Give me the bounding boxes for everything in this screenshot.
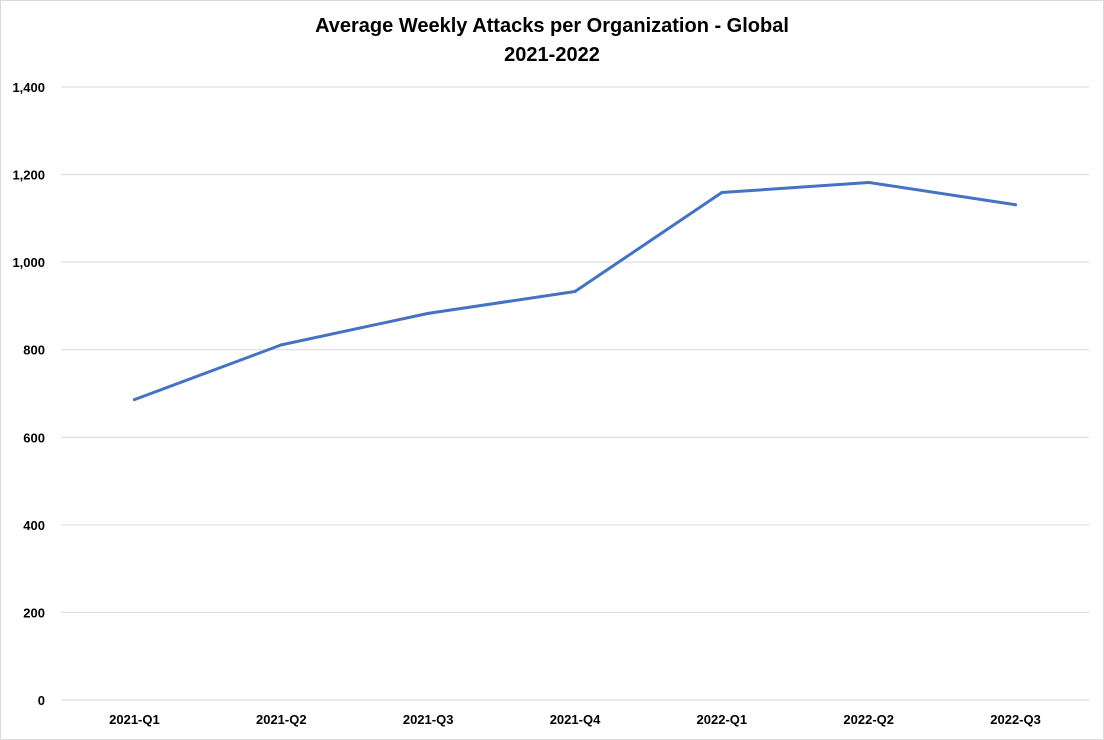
x-tick-label: 2022-Q3: [990, 712, 1041, 727]
data-point-2021-Q1: [132, 398, 136, 402]
y-tick-label: 200: [23, 605, 45, 620]
y-axis-tick-labels: 0 200 400 600 800 1,000 1,200 1,400: [12, 80, 45, 708]
y-tick-label: 600: [23, 430, 45, 445]
data-point-2022-Q3: [1014, 203, 1018, 207]
y-tick-label: 1,400: [12, 80, 45, 95]
x-axis-tick-labels: 2021-Q1 2021-Q2 2021-Q3 2021-Q4 2022-Q1 2022-…: [109, 712, 1041, 727]
y-tick-label: 1,200: [12, 168, 45, 183]
x-tick-label: 2022-Q2: [843, 712, 894, 727]
y-tick-label: 1,000: [12, 255, 45, 270]
data-point-2022-Q1: [720, 191, 724, 195]
gridlines: [61, 86, 1089, 701]
y-tick-label: 800: [23, 343, 45, 358]
x-tick-label: 2021-Q4: [550, 712, 601, 727]
chart-title: Average Weekly Attacks per Organization …: [315, 15, 789, 37]
series-layer: [132, 180, 1018, 402]
data-point-2021-Q2: [279, 343, 283, 347]
y-tick-label: 0: [38, 693, 45, 708]
x-tick-label: 2021-Q3: [403, 712, 454, 727]
data-point-2022-Q2: [867, 180, 871, 184]
y-tick-label: 400: [23, 518, 45, 533]
x-tick-label: 2021-Q2: [256, 712, 307, 727]
chart-subtitle: 2021-2022: [504, 44, 600, 66]
data-point-2021-Q4: [573, 289, 577, 293]
data-point-2021-Q3: [426, 311, 430, 315]
x-tick-label: 2022-Q1: [697, 712, 748, 727]
x-tick-label: 2021-Q1: [109, 712, 160, 727]
